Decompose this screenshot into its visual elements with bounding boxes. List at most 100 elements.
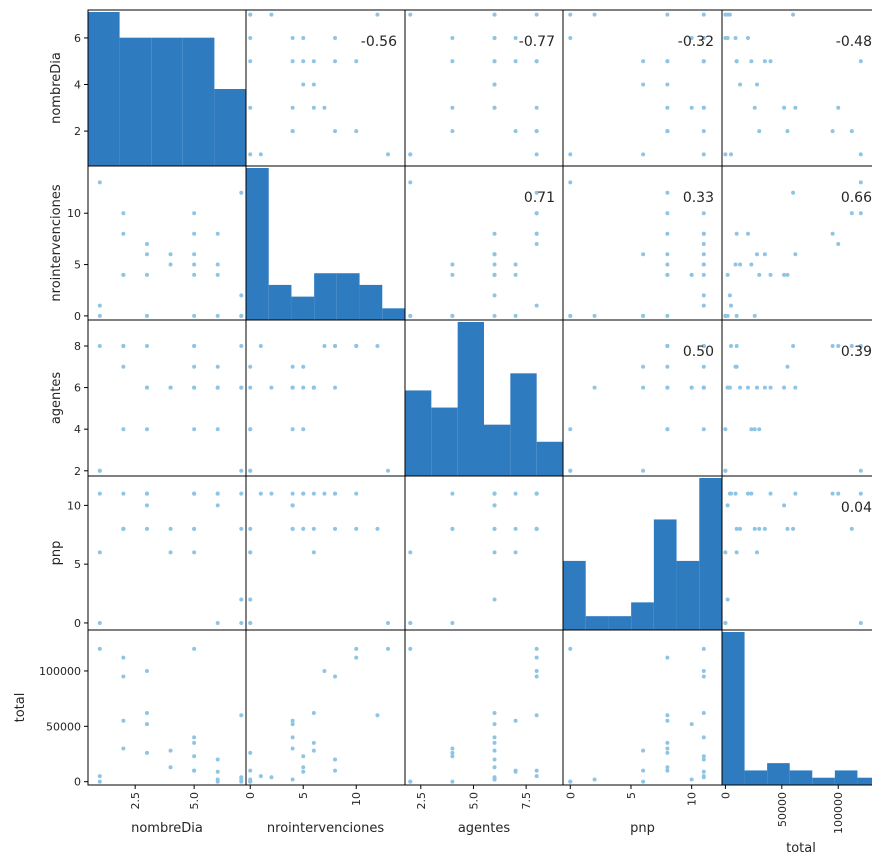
- scatter-point-r1-c3-6: [665, 272, 670, 277]
- scatter-point-r1-c0-9: [144, 313, 149, 318]
- ytick-label-nombreDia-2: 6: [74, 32, 81, 45]
- scatter-point-r2-c0-9: [144, 427, 149, 432]
- scatter-point-r1-c4-13: [858, 211, 863, 216]
- scatter-point-r2-c1-20: [248, 427, 253, 432]
- scatter-point-r4-c3-0: [568, 646, 573, 651]
- scatter-point-r4-c1-0: [386, 646, 391, 651]
- scatter-point-r0-c3-25: [701, 12, 706, 17]
- ylabel-agentes: agentes: [49, 372, 64, 425]
- scatter-point-r4-c1-4: [354, 655, 359, 660]
- hist-bar-pnp-3: [631, 602, 654, 630]
- hist-bar-agentes-2: [457, 322, 484, 476]
- scatter-point-r0-c1-22: [301, 35, 306, 40]
- scatter-point-r0-c4-4: [849, 129, 854, 134]
- xlabel-agentes: agentes: [458, 821, 511, 836]
- scatter-point-r0-c2-14: [534, 59, 539, 64]
- scatter-point-r2-c1-26: [248, 385, 253, 390]
- scatter-point-r3-c2-20: [450, 620, 455, 625]
- scatter-point-r0-c3-16: [665, 59, 670, 64]
- scatter-point-r1-c2-7: [534, 242, 539, 247]
- scatter-point-r1-c2-11: [492, 262, 497, 267]
- scatter-point-r4-c0-5: [121, 718, 126, 723]
- ytick-label-agentes-1: 4: [74, 423, 81, 436]
- scatter-point-r1-c0-1: [97, 303, 102, 308]
- scatter-point-r4-c1-12: [311, 748, 316, 753]
- scatter-point-r4-c3-4: [665, 655, 670, 660]
- scatter-point-r1-c4-10: [782, 272, 787, 277]
- scatter-point-r3-c0-26: [239, 597, 244, 602]
- hist-bar-pnp-1: [585, 616, 609, 630]
- scatter-point-r1-c3-23: [665, 190, 670, 195]
- scatter-point-r4-c3-25: [701, 775, 706, 780]
- scatter-point-r4-c2-5: [513, 718, 518, 723]
- scatter-point-r3-c2-25: [492, 491, 497, 496]
- scatter-point-r2-c3-17: [701, 427, 706, 432]
- scatter-point-r2-c4-0: [858, 468, 863, 473]
- scatter-point-r2-c4-15: [768, 385, 773, 390]
- scatter-point-r1-c0-12: [168, 252, 173, 257]
- xtick-label-total-2: 100000: [832, 792, 845, 834]
- correlation-label-r1-c3: 0.33: [683, 190, 714, 206]
- scatter-point-r0-c3-3: [701, 129, 706, 134]
- scatter-point-r1-c3-11: [665, 262, 670, 267]
- scatter-point-r0-c4-0: [858, 152, 863, 157]
- scatter-point-r0-c2-17: [450, 59, 455, 64]
- xlabel-pnp: pnp: [630, 821, 655, 836]
- scatter-point-r0-c4-11: [738, 82, 743, 87]
- scatter-point-r4-c2-10: [492, 722, 497, 727]
- scatter-point-r4-c2-20: [450, 779, 455, 784]
- cell-frame-r3-c0: [87, 475, 247, 631]
- hist-bar-pnp-0: [563, 560, 586, 630]
- scatter-point-r4-c3-13: [701, 646, 706, 651]
- scatter-point-r4-c2-19: [492, 757, 497, 762]
- scatter-point-r1-c4-18: [734, 313, 739, 318]
- scatter-point-r4-c1-13: [354, 646, 359, 651]
- correlation-label-r0-c4: -0.48: [836, 34, 872, 50]
- hist-bar-pnp-2: [608, 616, 632, 630]
- scatter-point-r3-c0-16: [192, 526, 197, 531]
- scatter-point-r0-c4-16: [762, 59, 767, 64]
- ytick-label-agentes-2: 6: [74, 382, 81, 395]
- hist-bar-agentes-3: [484, 424, 511, 476]
- scatter-point-r4-c2-0: [408, 646, 413, 651]
- scatter-point-r1-c3-19: [701, 231, 706, 236]
- scatter-point-r4-c0-17: [192, 754, 197, 759]
- hist-bar-agentes-5: [536, 441, 563, 476]
- scatter-point-r2-c0-14: [192, 344, 197, 348]
- scatter-point-r0-c3-12: [641, 82, 646, 87]
- scatter-point-r4-c1-9: [248, 750, 253, 755]
- scatter-point-r0-c2-26: [492, 12, 497, 17]
- scatter-point-r1-c2-0: [408, 180, 413, 185]
- scatter-point-r1-c4-6: [757, 272, 762, 277]
- scatter-point-r3-c4-6: [757, 526, 762, 531]
- scatter-point-r3-c0-23: [239, 526, 244, 531]
- correlation-label-r0-c1: -0.56: [361, 34, 397, 50]
- scatter-point-r0-c3-20: [568, 35, 573, 40]
- scatter-point-r2-c4-22: [733, 364, 738, 369]
- scatter-point-r1-c0-23: [239, 190, 244, 195]
- scatter-point-r3-c4-7: [836, 491, 841, 496]
- scatter-point-r1-c0-6: [121, 272, 126, 277]
- scatter-point-r3-c2-22: [513, 491, 518, 496]
- scatter-point-r0-c1-1: [258, 152, 263, 157]
- scatter-point-r3-c2-23: [534, 526, 539, 531]
- scatter-point-r0-c4-3: [830, 129, 835, 134]
- scatter-point-r0-c3-6: [665, 129, 670, 134]
- scatter-point-r2-c0-20: [215, 427, 220, 432]
- cell-frame-r4-c2: [404, 629, 564, 786]
- ylabel-nombreDia: nombreDia: [49, 52, 64, 124]
- scatter-point-r2-c3-26: [592, 385, 597, 390]
- scatter-point-r3-c0-11: [168, 526, 173, 531]
- scatter-point-r4-c2-4: [534, 655, 539, 660]
- scatter-point-r4-c3-5: [665, 718, 670, 723]
- scatter-point-r0-c3-11: [665, 82, 670, 87]
- scatter-point-r0-c2-4: [534, 129, 539, 134]
- scatter-point-r2-c3-2: [641, 468, 646, 473]
- scatter-point-r1-c4-16: [762, 252, 767, 257]
- correlation-label-r2-c3: 0.50: [683, 344, 714, 360]
- scatter-point-r0-c4-21: [725, 35, 730, 40]
- cell-frame-r1-c0: [87, 165, 247, 321]
- scatter-point-r0-c1-13: [354, 59, 359, 64]
- scatter-point-r3-c4-4: [849, 526, 854, 531]
- scatter-point-r4-c2-15: [492, 735, 497, 740]
